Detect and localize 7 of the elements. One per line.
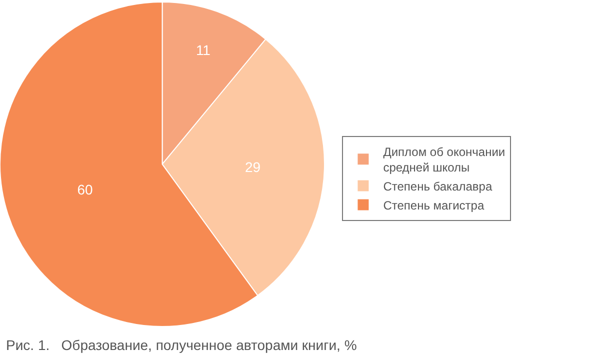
- data-label: 60: [77, 181, 93, 198]
- data-label: 29: [244, 159, 261, 176]
- text: Рис. 1. Образование, полученное авторами книги, %: [6, 336, 357, 353]
- legend-label: Степень бакалавра: [383, 179, 492, 194]
- legend-label: Степень магистра: [383, 198, 484, 212]
- legend-label: Диплом об окончании средней школы: [383, 144, 506, 175]
- data-label: 11: [196, 42, 211, 58]
